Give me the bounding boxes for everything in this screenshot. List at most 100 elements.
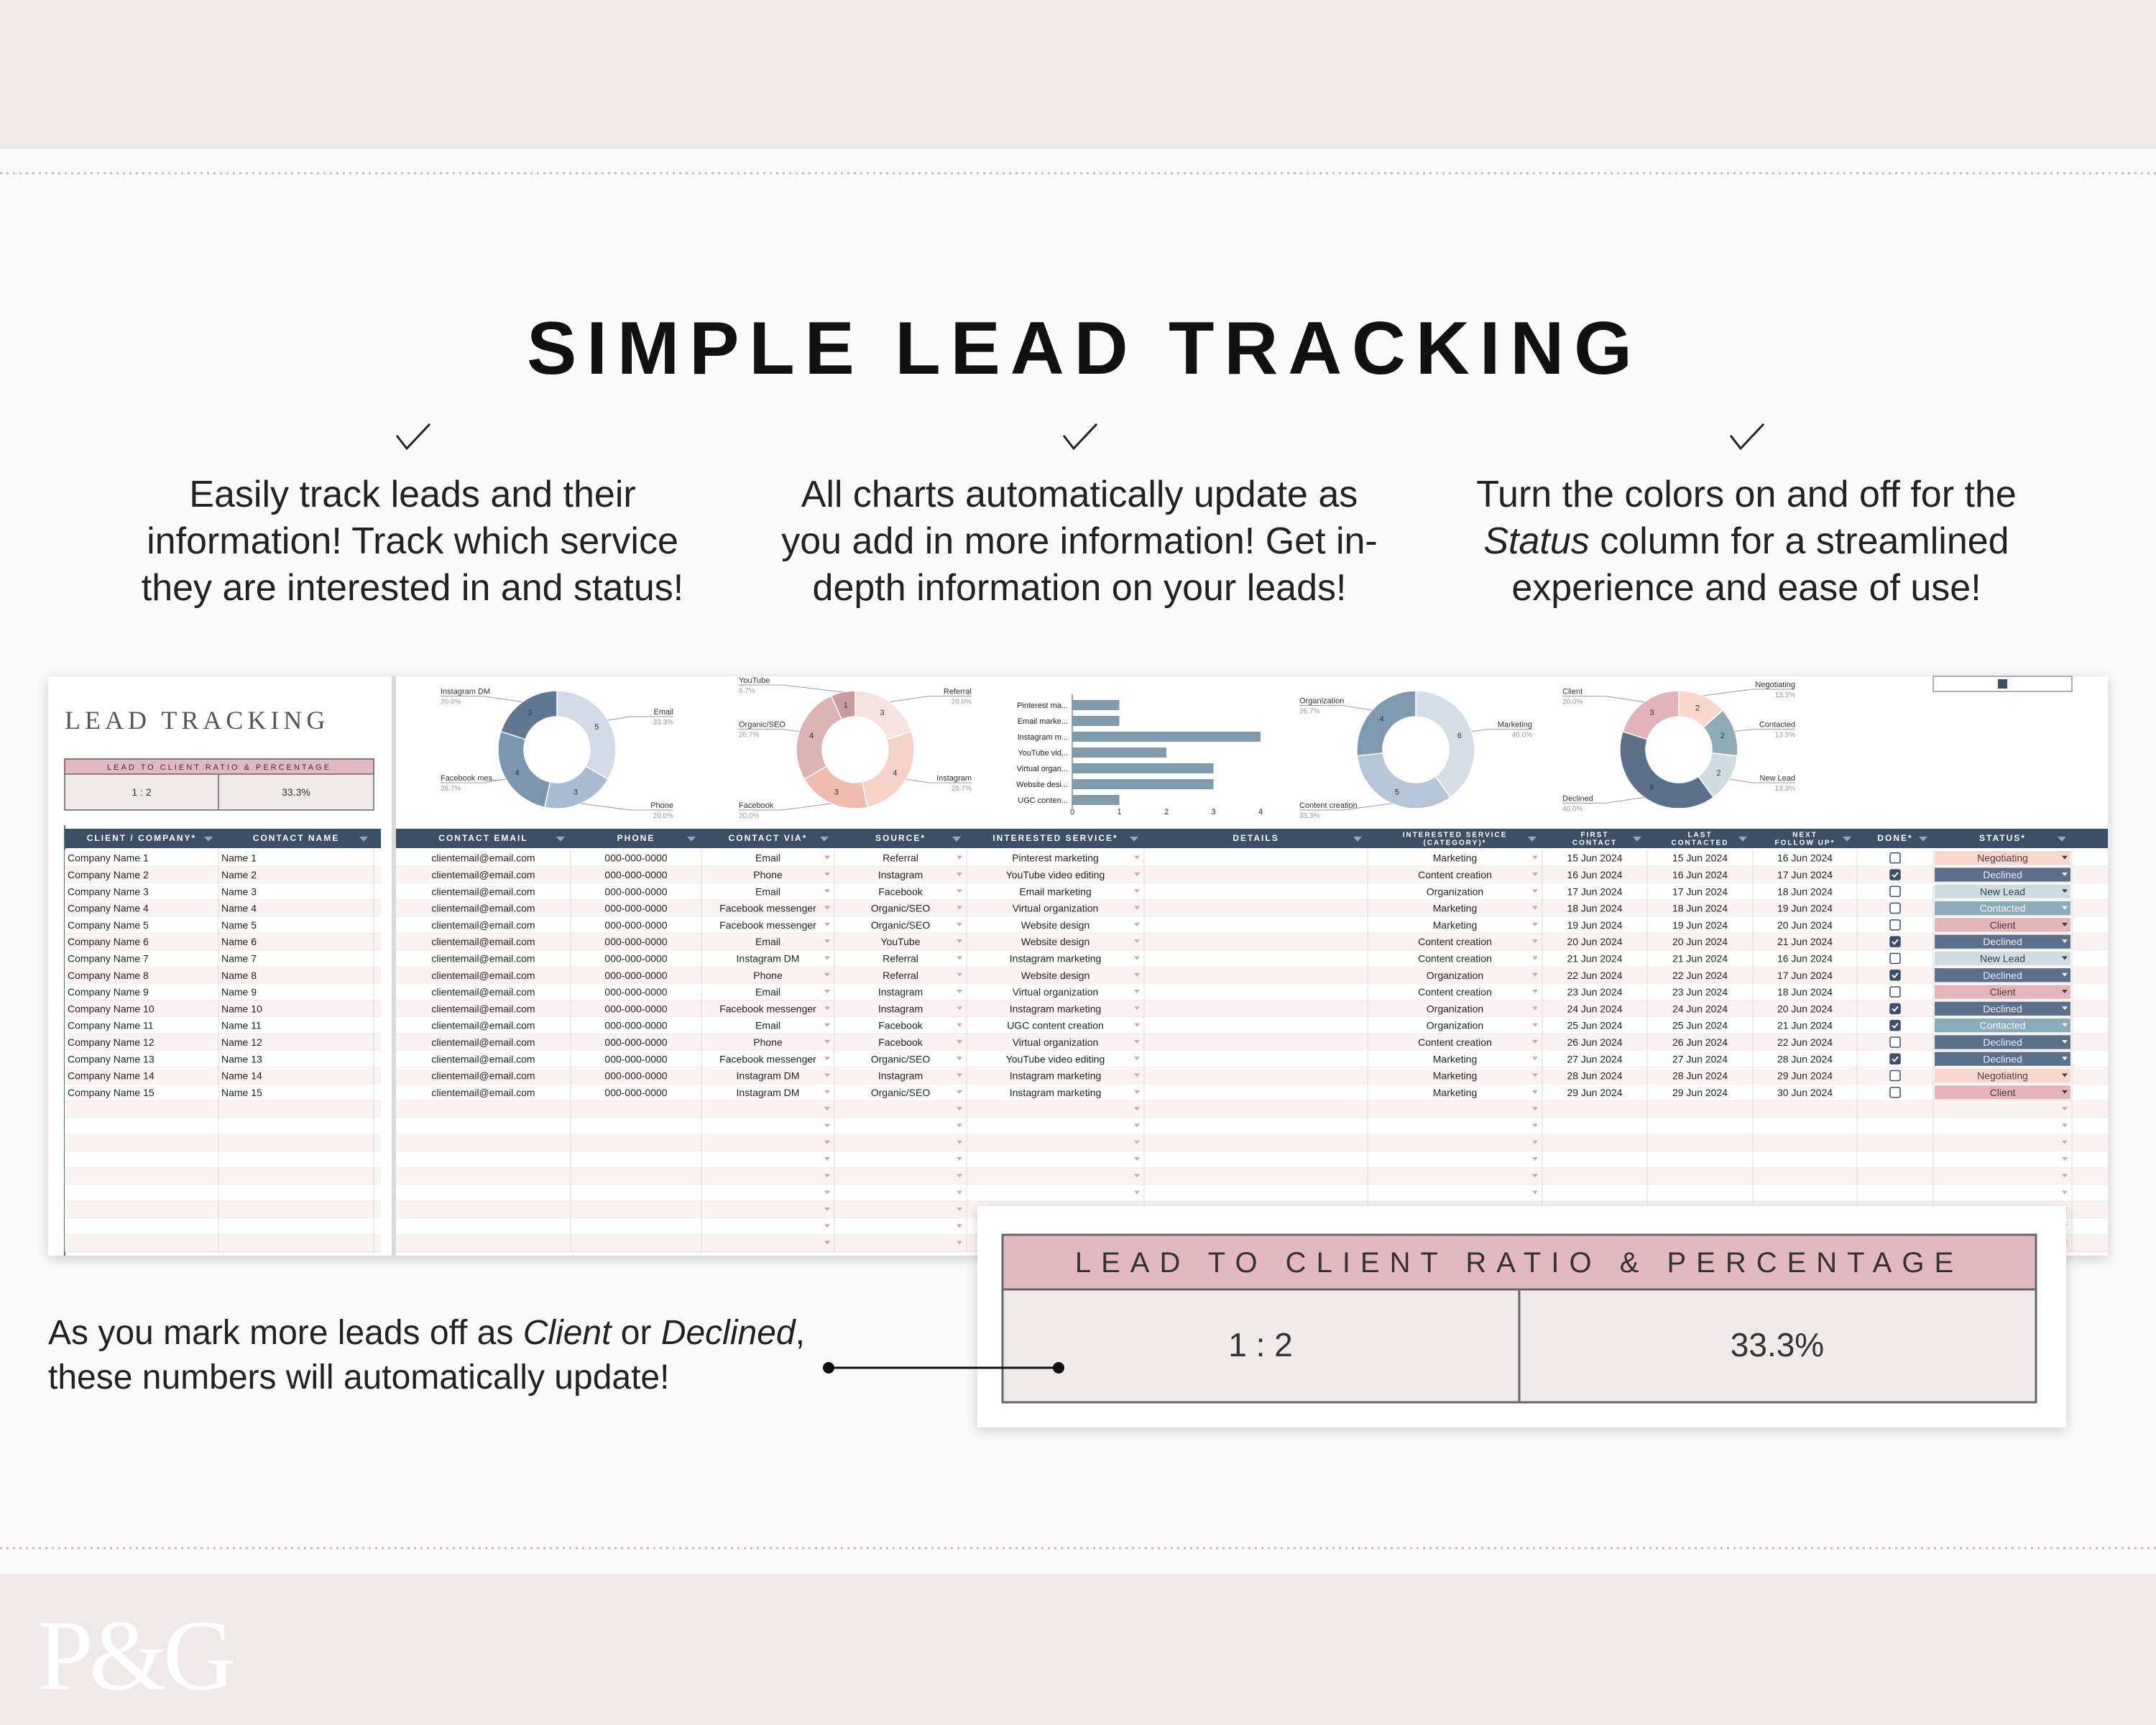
check [1892, 1006, 1899, 1012]
dropdown-arrow [1532, 906, 1538, 910]
dropdown-arrow [824, 1207, 830, 1211]
cell: Referral [883, 970, 918, 981]
cell: Organization [1427, 970, 1483, 981]
cell: Company Name 14 [68, 1070, 155, 1082]
dropdown-arrow [824, 1090, 830, 1094]
cell: Instagram marketing [1010, 1070, 1102, 1082]
text-span: you add in more information! Get in- [781, 520, 1378, 562]
cell: Instagram DM [737, 952, 800, 964]
bar [1072, 763, 1214, 773]
cell: Marketing [1433, 1070, 1477, 1082]
cell: 000-000-0000 [604, 952, 667, 964]
bar-label: Website desi... [1016, 781, 1068, 789]
checkbox [1889, 869, 1901, 880]
status-fill [1935, 884, 2070, 898]
slice-percent: 40.0% [1512, 732, 1532, 740]
status-fill [1935, 851, 2070, 865]
row-bg [65, 1067, 381, 1085]
dropdown-arrow [957, 1039, 962, 1044]
dropdown-arrow [2062, 972, 2068, 977]
dropdown-arrow [1532, 1174, 1538, 1178]
row-bg [65, 1017, 381, 1034]
checkbox [1889, 1053, 1901, 1064]
dropdown-arrow [1532, 1023, 1538, 1027]
cell: 000-000-0000 [604, 852, 667, 864]
dropdown-arrow [957, 1073, 962, 1077]
dropdown-arrow [2062, 889, 2068, 893]
dropdown-arrow [1532, 1039, 1538, 1044]
text-line: depth information on your leads! [813, 567, 1347, 609]
sheet-title: LEAD TRACKING [65, 706, 329, 735]
column-header: CONTACTED [1671, 840, 1728, 847]
cell: Marketing [1433, 1053, 1477, 1064]
cell: Instagram DM [737, 1087, 800, 1098]
cell: 17 Jun 2024 [1672, 886, 1728, 897]
toggle-checkbox [1998, 679, 2007, 689]
dropdown-arrow [1532, 990, 1538, 994]
slice-label: Organization [1299, 696, 1344, 705]
slice-percent: 26.7% [952, 785, 972, 793]
panel-separator [392, 676, 396, 1256]
dropdown-arrow [957, 889, 962, 893]
cell: Name 5 [221, 919, 257, 931]
donut-slice [1356, 690, 1416, 757]
slice-count: 4 [893, 769, 897, 778]
cell: Marketing [1433, 852, 1477, 864]
cell: Company Name 3 [68, 886, 149, 897]
dropdown-arrow [957, 1006, 962, 1011]
filter-icon [1633, 837, 1641, 842]
dropdown-arrow [1134, 922, 1140, 926]
status-cell: Declined [1983, 1053, 2022, 1064]
toggle-box [1932, 676, 2073, 692]
cell: 29 Jun 2024 [1777, 1070, 1833, 1082]
filter-icon [1843, 837, 1851, 842]
cell: clientemail@email.com [431, 1070, 535, 1082]
status-cell: Negotiating [1977, 852, 2028, 864]
column-header: DONE* [1877, 833, 1912, 843]
cell: Marketing [1433, 1087, 1477, 1098]
dropdown-arrow [2062, 1090, 2068, 1094]
dropdown-arrow [824, 1140, 830, 1144]
bar-label: UGC conten... [1018, 796, 1068, 805]
cell: Phone [753, 1036, 783, 1048]
status-fill [1935, 985, 2070, 999]
slice-count: 2 [1720, 732, 1725, 740]
column-header: CONTACT VIA* [729, 833, 808, 843]
dropdown-arrow [1532, 1006, 1538, 1011]
cell: 17 Jun 2024 [1777, 869, 1833, 880]
bar-label: YouTube vid... [1018, 749, 1068, 758]
cell: 18 Jun 2024 [1777, 886, 1833, 897]
slice-label: Facebook [739, 801, 774, 810]
cell: 20 Jun 2024 [1672, 936, 1728, 947]
dropdown-arrow [957, 855, 962, 860]
cell: Email [755, 936, 780, 947]
dropdown-arrow [957, 1023, 962, 1027]
status-cell: Negotiating [1977, 1070, 2028, 1082]
dropdown-arrow [824, 990, 830, 994]
text-line: Easily track leads and their [189, 474, 635, 515]
cell: Facebook [878, 1036, 923, 1048]
text-span: , [796, 1314, 805, 1352]
donut-slice [1619, 730, 1715, 809]
slice-label: Client [1562, 688, 1583, 696]
cell: 26 Jun 2024 [1672, 1036, 1728, 1048]
dropdown-arrow [2062, 1073, 2068, 1077]
slice-count: 4 [1379, 715, 1383, 724]
cell: 15 Jun 2024 [1567, 852, 1622, 864]
cell: UGC content creation [1007, 1020, 1104, 1031]
dropdown-arrow [1134, 1107, 1140, 1111]
slice-label: Instagram [936, 774, 972, 783]
dropdown-arrow [824, 889, 830, 893]
dropdown-arrow [1532, 972, 1538, 977]
cell: Organic/SEO [871, 919, 931, 931]
column-header: PHONE [617, 833, 655, 843]
cell: 22 Jun 2024 [1672, 970, 1728, 981]
text-span: experience and ease of use! [1511, 567, 1981, 609]
cell: clientemail@email.com [431, 1003, 535, 1014]
dropdown-arrow [824, 1039, 830, 1044]
leader-line [441, 778, 507, 783]
status-cell: Declined [1983, 1003, 2022, 1014]
cell: 000-000-0000 [604, 903, 667, 914]
cell: Phone [753, 869, 783, 880]
cell: 22 Jun 2024 [1567, 970, 1622, 981]
